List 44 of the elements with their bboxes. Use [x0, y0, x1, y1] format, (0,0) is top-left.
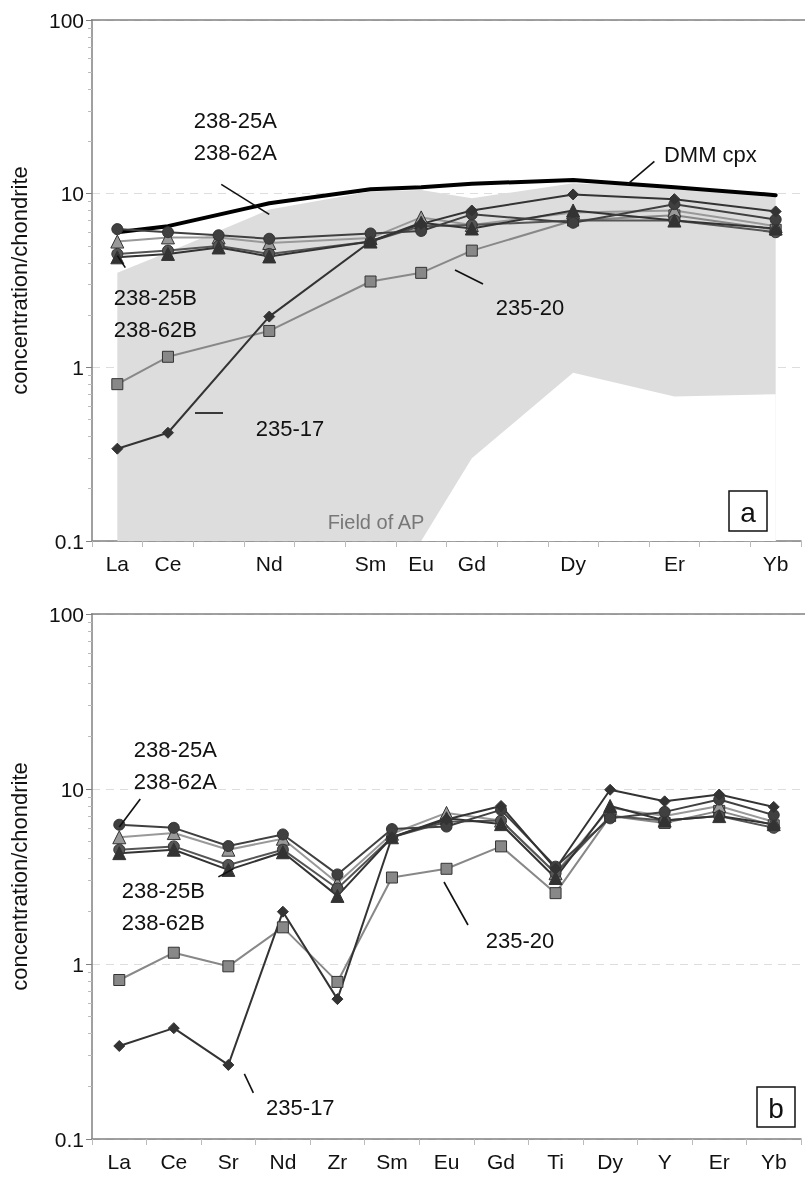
annotation: 235-17 — [255, 415, 325, 441]
annotation: 238-25B 238-62B — [113, 285, 197, 343]
annotation: 238-25A 238-62A — [193, 107, 278, 165]
x-tick-label: Dy — [597, 1150, 624, 1173]
x-tick-label: Ce — [160, 1150, 188, 1173]
x-tick-label: Dy — [560, 552, 587, 575]
x-tick-label: Gd — [487, 1150, 516, 1173]
x-tick-label: Nd — [269, 1150, 297, 1173]
y-tick-label: 0.1 — [54, 1127, 84, 1151]
y-tick-label: 10 — [60, 182, 84, 206]
x-tick-label: Zr — [327, 1150, 348, 1173]
y-tick-label: 1 — [72, 355, 84, 379]
annotation: b — [768, 1092, 784, 1124]
annotation: 238-25A 238-62A — [133, 736, 218, 794]
y-axis-title: concentration/chondrite — [6, 762, 32, 991]
x-tick-label: Y — [657, 1150, 672, 1173]
x-tick-label: Eu — [433, 1150, 460, 1173]
x-tick-label: La — [107, 1150, 132, 1173]
annotation: 235-17 — [266, 1095, 335, 1121]
annotation: Field of AP — [327, 511, 425, 533]
x-tick-label: Sr — [217, 1150, 239, 1173]
annotation: 235-20 — [495, 294, 565, 320]
x-tick-label: La — [105, 552, 130, 575]
y-tick-label: 100 — [48, 8, 84, 32]
x-tick-label: Yb — [760, 1150, 787, 1173]
y-tick-label: 1 — [72, 952, 84, 976]
x-tick-label: Nd — [255, 552, 283, 575]
annotation: DMM cpx — [663, 141, 757, 167]
x-tick-label: Ce — [154, 552, 182, 575]
x-tick-label: Sm — [376, 1150, 408, 1173]
x-tick-label: Ti — [547, 1150, 564, 1173]
annotation: 238-25B 238-62B — [121, 878, 205, 936]
y-tick-label: 0.1 — [54, 529, 84, 553]
y-tick-label: 100 — [48, 602, 84, 626]
x-tick-label: Er — [663, 552, 685, 575]
y-axis-title: concentration/chondrite — [6, 166, 32, 395]
x-tick-label: Gd — [457, 552, 486, 575]
x-tick-label: Er — [708, 1150, 730, 1173]
x-tick-label: Eu — [408, 552, 435, 575]
x-tick-label: Yb — [762, 552, 789, 575]
x-tick-label: Sm — [354, 552, 387, 575]
annotation: a — [740, 496, 757, 528]
y-tick-label: 10 — [60, 777, 84, 801]
annotation: 235-20 — [485, 927, 555, 953]
